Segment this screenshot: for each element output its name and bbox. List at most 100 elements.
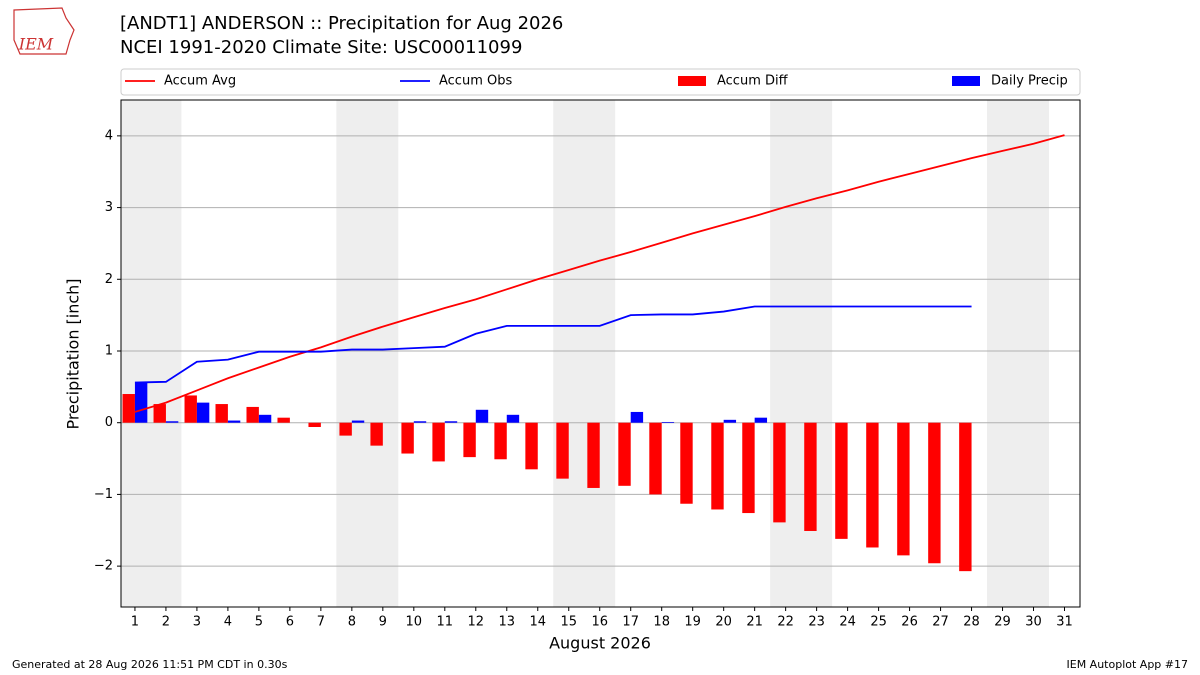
y-axis-label: Precipitation [inch] xyxy=(64,278,83,429)
bar xyxy=(897,422,910,556)
x-tick-label: 23 xyxy=(808,615,825,630)
bar xyxy=(196,402,210,423)
legend-label: Daily Precip xyxy=(991,74,1068,89)
weekend-band xyxy=(770,100,833,607)
line xyxy=(134,134,1065,413)
weekend-band xyxy=(987,100,1050,607)
x-tick-label: 30 xyxy=(1025,615,1042,630)
bar xyxy=(866,422,879,548)
x-tick-label: 25 xyxy=(870,615,887,630)
bar xyxy=(308,422,321,428)
bar xyxy=(215,404,228,423)
plot-frame xyxy=(120,99,1081,608)
y-tick-label: 2 xyxy=(105,272,113,287)
x-tick-label: 3 xyxy=(193,615,201,630)
x-tick-label: 7 xyxy=(317,615,325,630)
bar xyxy=(494,422,507,460)
bar xyxy=(401,422,414,454)
x-tick-label: 1 xyxy=(131,615,139,630)
bar xyxy=(165,421,179,423)
x-tick-label: 21 xyxy=(746,615,763,630)
x-tick-label: 17 xyxy=(622,615,639,630)
bar xyxy=(587,422,600,488)
bar xyxy=(339,422,352,436)
x-tick-label: 27 xyxy=(932,615,949,630)
x-tick-label: 8 xyxy=(348,615,356,630)
bar xyxy=(258,414,272,423)
x-tick-label: 10 xyxy=(406,615,423,630)
bar xyxy=(413,421,427,423)
x-tick-label: 28 xyxy=(963,615,980,630)
bar xyxy=(711,422,724,510)
x-tick-label: 12 xyxy=(468,615,485,630)
bar xyxy=(630,411,644,423)
bar xyxy=(506,414,520,423)
bar xyxy=(773,422,786,523)
x-tick-label: 24 xyxy=(839,615,856,630)
x-tick-label: 15 xyxy=(560,615,577,630)
x-tick-label: 13 xyxy=(498,615,515,630)
x-tick-label: 4 xyxy=(224,615,232,630)
legend-label: Accum Avg xyxy=(164,74,236,89)
y-tick-label: 4 xyxy=(105,128,113,143)
bar xyxy=(661,421,675,423)
bar xyxy=(525,422,538,470)
bar xyxy=(804,422,817,531)
x-tick-label: 14 xyxy=(529,615,546,630)
x-tick-label: 2 xyxy=(162,615,170,630)
x-tick-label: 5 xyxy=(255,615,263,630)
legend-label: Accum Obs xyxy=(439,74,512,89)
bar xyxy=(959,422,972,572)
bar xyxy=(618,422,631,486)
bar xyxy=(227,420,241,423)
bar xyxy=(742,422,755,514)
weekend-band xyxy=(121,100,182,607)
bar xyxy=(277,417,290,423)
bar xyxy=(835,422,848,539)
x-tick-label: 29 xyxy=(994,615,1011,630)
line xyxy=(134,305,972,384)
legend-label: Accum Diff xyxy=(717,74,789,89)
legend-box xyxy=(120,68,1081,96)
bar xyxy=(246,406,259,423)
bar xyxy=(184,395,197,423)
x-tick-label: 31 xyxy=(1056,615,1073,630)
bar xyxy=(444,421,458,423)
x-tick-label: 20 xyxy=(715,615,732,630)
footer-right: IEM Autoplot App #17 xyxy=(1067,658,1189,671)
y-tick-label: 3 xyxy=(105,200,113,215)
y-tick-label: −2 xyxy=(94,559,113,574)
bar xyxy=(432,422,445,462)
chart-subtitle: NCEI 1991-2020 Climate Site: USC00011099 xyxy=(120,37,522,58)
bar xyxy=(680,422,693,504)
x-tick-label: 16 xyxy=(591,615,608,630)
logo-text: IEM xyxy=(18,35,54,54)
weekend-band xyxy=(336,100,399,607)
y-tick-label: −1 xyxy=(94,487,113,502)
weekend-band xyxy=(553,100,616,607)
bar xyxy=(556,422,569,479)
bar xyxy=(723,419,737,423)
bar xyxy=(475,409,489,423)
x-tick-label: 18 xyxy=(653,615,670,630)
bar xyxy=(649,422,662,495)
bar xyxy=(754,417,768,423)
bar xyxy=(928,422,941,564)
bar xyxy=(463,422,476,458)
y-tick-label: 1 xyxy=(105,343,113,358)
footer-left: Generated at 28 Aug 2026 11:51 PM CDT in… xyxy=(12,658,288,671)
bar xyxy=(370,422,383,446)
x-tick-label: 26 xyxy=(901,615,918,630)
bar xyxy=(153,404,166,423)
logo-outline xyxy=(13,7,75,55)
bar xyxy=(134,382,148,423)
legend-swatch xyxy=(678,76,706,86)
x-tick-label: 11 xyxy=(437,615,454,630)
x-axis-label: August 2026 xyxy=(549,634,651,653)
x-tick-label: 9 xyxy=(379,615,387,630)
bar xyxy=(351,420,365,423)
x-tick-label: 19 xyxy=(684,615,701,630)
chart-title: [ANDT1] ANDERSON :: Precipitation for Au… xyxy=(120,13,563,34)
logo: IEM xyxy=(13,7,75,55)
